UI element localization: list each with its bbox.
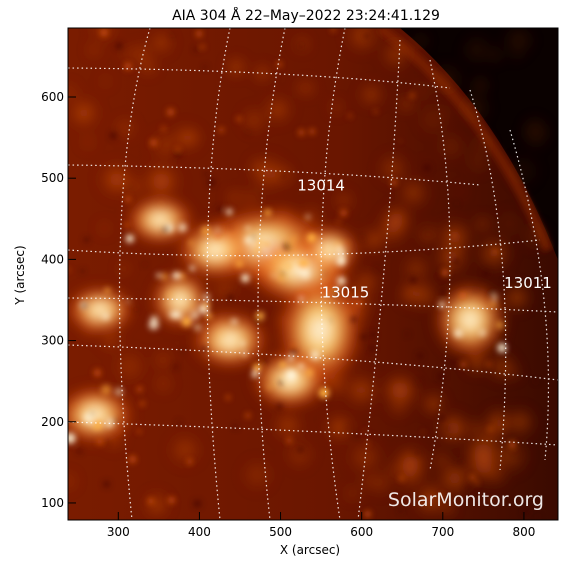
x-tick-label: 600 xyxy=(350,525,373,539)
x-tick-label: 300 xyxy=(107,525,130,539)
region-labels: 13014 13015 13011 xyxy=(297,176,552,301)
solar-image xyxy=(68,28,558,520)
x-tick-label: 400 xyxy=(188,525,211,539)
region-label: 13014 xyxy=(297,176,345,194)
chart-title: AIA 304 Å 22–May–2022 23:24:41.129 xyxy=(172,7,440,24)
x-tick-label: 700 xyxy=(431,525,454,539)
y-tick-label: 400 xyxy=(41,252,64,266)
x-tick-label: 500 xyxy=(269,525,292,539)
y-tick-label: 500 xyxy=(41,171,64,185)
y-tick-label: 300 xyxy=(41,334,64,348)
y-tick-label: 100 xyxy=(41,496,64,510)
watermark: SolarMonitor.org xyxy=(388,489,544,511)
x-tick-label: 800 xyxy=(512,525,535,539)
y-tick-label: 200 xyxy=(41,415,64,429)
region-label: 13011 xyxy=(504,274,552,292)
region-label: 13015 xyxy=(322,284,370,302)
heliographic-grid xyxy=(68,28,558,520)
y-axis: 100 200 300 400 500 600 xyxy=(41,90,76,510)
y-tick-label: 600 xyxy=(41,90,64,104)
y-axis-label: Y (arcsec) xyxy=(13,245,27,305)
x-axis: 300 400 500 600 700 800 xyxy=(107,512,535,539)
x-axis-label: X (arcsec) xyxy=(280,543,340,557)
